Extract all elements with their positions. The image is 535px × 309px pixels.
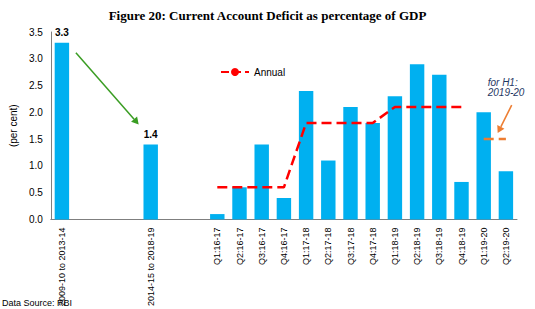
svg-text:Figure 20: Current Account Def: Figure 20: Current Account Deficit as pe… [109,8,427,23]
svg-text:3.0: 3.0 [29,53,43,64]
svg-text:Q4:16-17: Q4:16-17 [279,227,289,265]
svg-text:(per cent): (per cent) [8,104,19,147]
svg-text:1.5: 1.5 [29,134,43,145]
svg-text:2.0: 2.0 [29,107,43,118]
svg-text:2009-10 to 2013-14: 2009-10 to 2013-14 [57,227,67,306]
svg-text:Q1:19-20: Q1:19-20 [479,227,489,265]
svg-text:0.0: 0.0 [29,214,43,225]
svg-text:Q4:17-18: Q4:17-18 [368,227,378,265]
svg-text:Q2:17-18: Q2:17-18 [323,227,333,265]
svg-text:Annual: Annual [254,67,285,78]
svg-text:3.3: 3.3 [55,27,69,38]
svg-text:Q2:18-19: Q2:18-19 [412,227,422,265]
svg-text:Q3:17-18: Q3:17-18 [346,227,356,265]
svg-text:Q3:18-19: Q3:18-19 [434,227,444,265]
svg-text:1.4: 1.4 [144,129,158,140]
svg-text:Q1:18-19: Q1:18-19 [390,227,400,265]
svg-text:2.5: 2.5 [29,80,43,91]
svg-text:Q2:16-17: Q2:16-17 [235,227,245,265]
svg-text:Q2:19-20: Q2:19-20 [501,227,511,265]
svg-text:Q4:18-19: Q4:18-19 [457,227,467,265]
svg-text:2014-15 to 2018-19: 2014-15 to 2018-19 [146,227,156,306]
svg-text:Q1:17-18: Q1:17-18 [301,227,311,265]
svg-text:Q1:16-17: Q1:16-17 [212,227,222,265]
svg-text:1.0: 1.0 [29,160,43,171]
svg-text:Data Source: RBI: Data Source: RBI [2,297,72,308]
svg-text:2019-20: 2019-20 [487,87,525,98]
svg-text:3.5: 3.5 [29,27,43,38]
svg-text:0.5: 0.5 [29,187,43,198]
svg-text:for H1:: for H1: [487,76,521,88]
svg-text:Q3:16-17: Q3:16-17 [257,227,267,265]
